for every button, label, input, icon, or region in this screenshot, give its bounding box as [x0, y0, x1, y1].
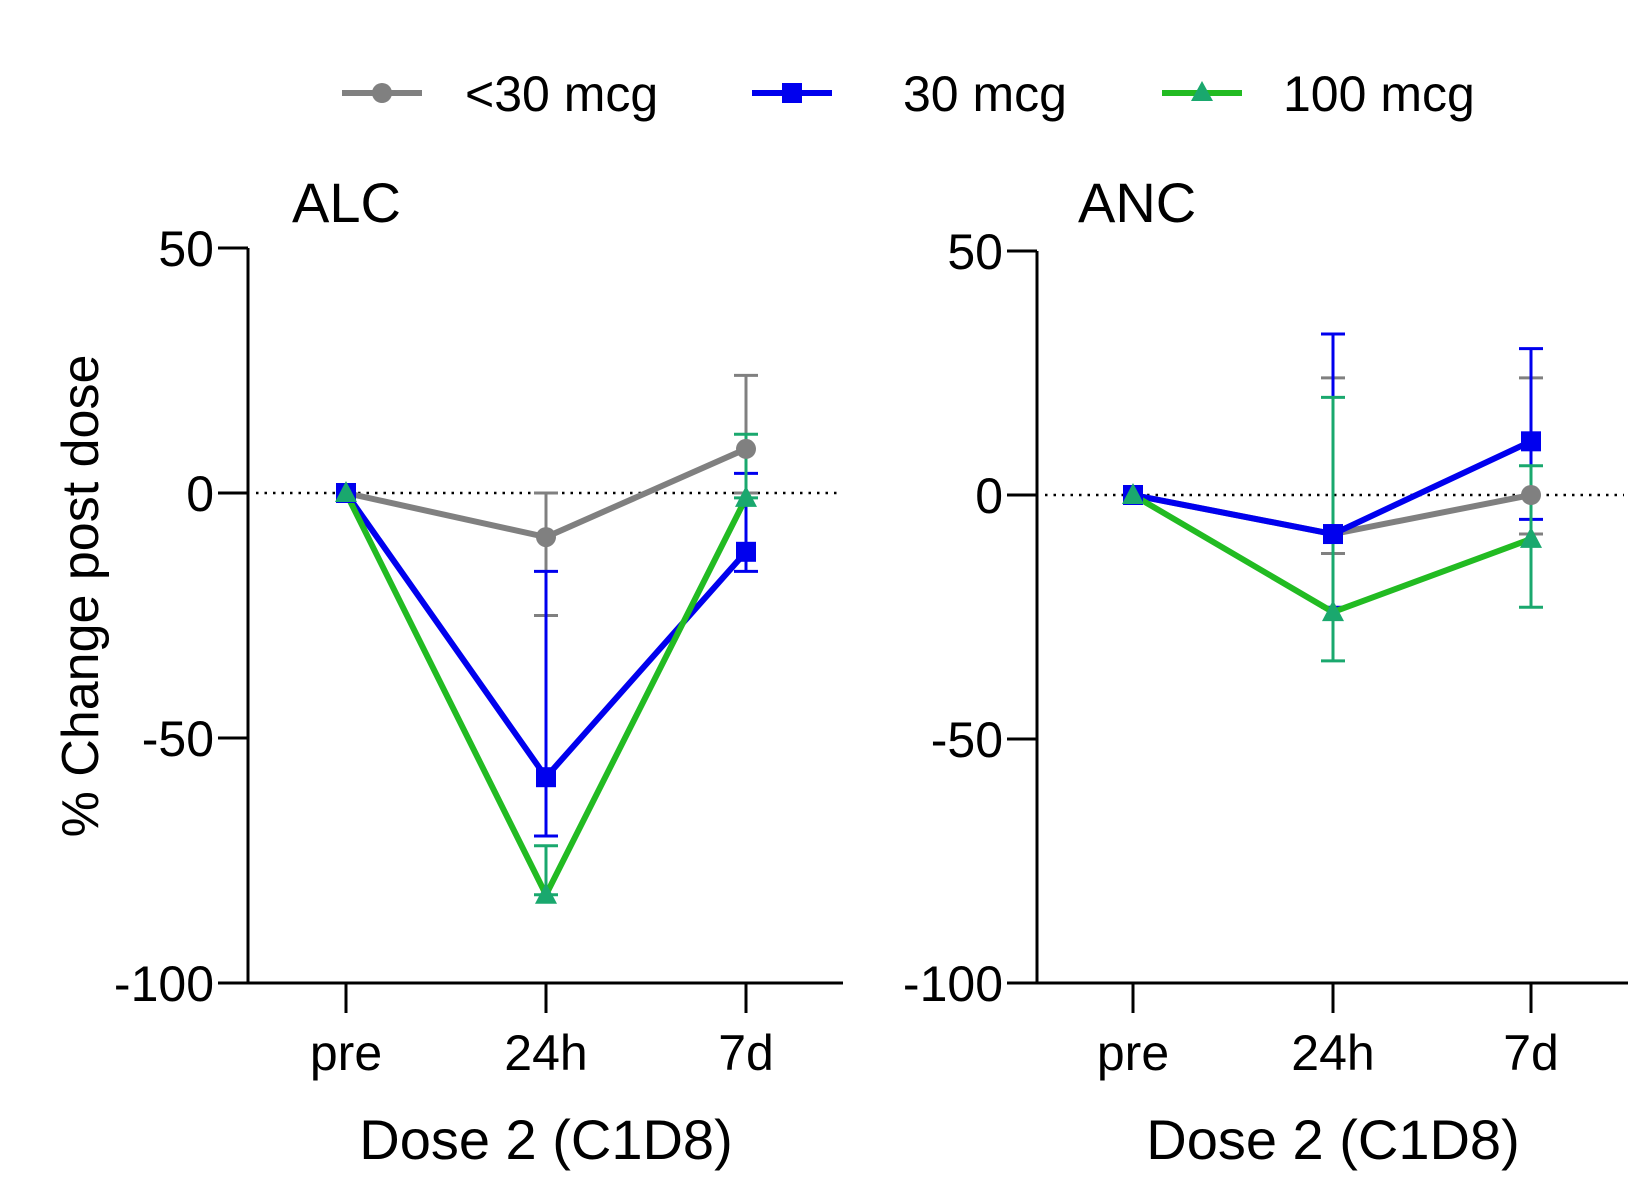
- data-point-30: [536, 767, 556, 788]
- legend-label-100: 100 mcg: [1283, 66, 1475, 122]
- panel-title-anc: ANC: [1078, 171, 1196, 234]
- plot-anc: 50 0 -50 -100 pre 24h 7d: [903, 224, 1628, 1081]
- legend-marker-lt30: [372, 83, 392, 103]
- data-point-lt30: [736, 438, 756, 459]
- legend-item-30: 30 mcg: [752, 66, 1067, 122]
- x-tick-label-7d: 7d: [718, 1025, 774, 1081]
- data-point-100: [1520, 526, 1542, 548]
- x-tick-label-pre: pre: [310, 1025, 382, 1081]
- legend-marker-100: [1191, 81, 1213, 101]
- legend: <30 mcg 30 mcg 100 mcg: [342, 66, 1475, 122]
- panel-title-alc: ALC: [292, 171, 401, 234]
- legend-label-lt30: <30 mcg: [465, 66, 658, 122]
- data-point-100: [1122, 483, 1144, 504]
- panel-anc: ANC 50 0 -50 -100 pre 24h 7d Dose 2 (C1D8): [903, 171, 1628, 1171]
- y-tick-label: -50: [931, 712, 1003, 768]
- panel-alc: ALC 50 0 -50 -100 pre 24h 7d Dose 2 (C1D8): [114, 171, 843, 1171]
- y-axis-label: % Change post dose: [52, 355, 110, 838]
- error-bar-30: [534, 569, 558, 838]
- y-tick-label: 50: [947, 224, 1003, 280]
- y-tick-label: 50: [158, 221, 214, 277]
- legend-item-lt30: <30 mcg: [342, 66, 658, 122]
- series-30: [1132, 332, 1543, 609]
- y-tick-label: -50: [142, 711, 214, 767]
- legend-marker-30: [782, 83, 802, 103]
- legend-item-100: 100 mcg: [1162, 66, 1475, 122]
- data-point-100: [335, 481, 357, 502]
- series-100: [343, 432, 758, 898]
- data-point-100: [735, 485, 757, 507]
- legend-label-30: 30 mcg: [903, 66, 1067, 122]
- data-point-30: [1521, 431, 1541, 452]
- data-point-lt30: [1521, 485, 1541, 505]
- y-tick-label: 0: [186, 466, 214, 522]
- data-point-100: [535, 882, 557, 904]
- y-tick-label: -100: [903, 956, 1003, 1012]
- data-point-lt30: [536, 527, 556, 548]
- y-tick-label: -100: [114, 956, 214, 1012]
- plot-alc: 50 0 -50 -100 pre 24h 7d: [114, 221, 843, 1081]
- x-tick-label-pre: pre: [1097, 1025, 1169, 1081]
- x-axis-label-anc: Dose 2 (C1D8): [1146, 1108, 1519, 1171]
- data-point-30: [736, 541, 756, 562]
- data-point-30: [1323, 524, 1343, 545]
- x-tick-label-7d: 7d: [1503, 1025, 1559, 1081]
- y-tick-label: 0: [975, 468, 1003, 524]
- x-tick-label-24h: 24h: [1291, 1025, 1374, 1081]
- x-axis-label-alc: Dose 2 (C1D8): [359, 1108, 732, 1171]
- data-point-100: [1322, 600, 1344, 622]
- x-tick-label-24h: 24h: [504, 1025, 587, 1081]
